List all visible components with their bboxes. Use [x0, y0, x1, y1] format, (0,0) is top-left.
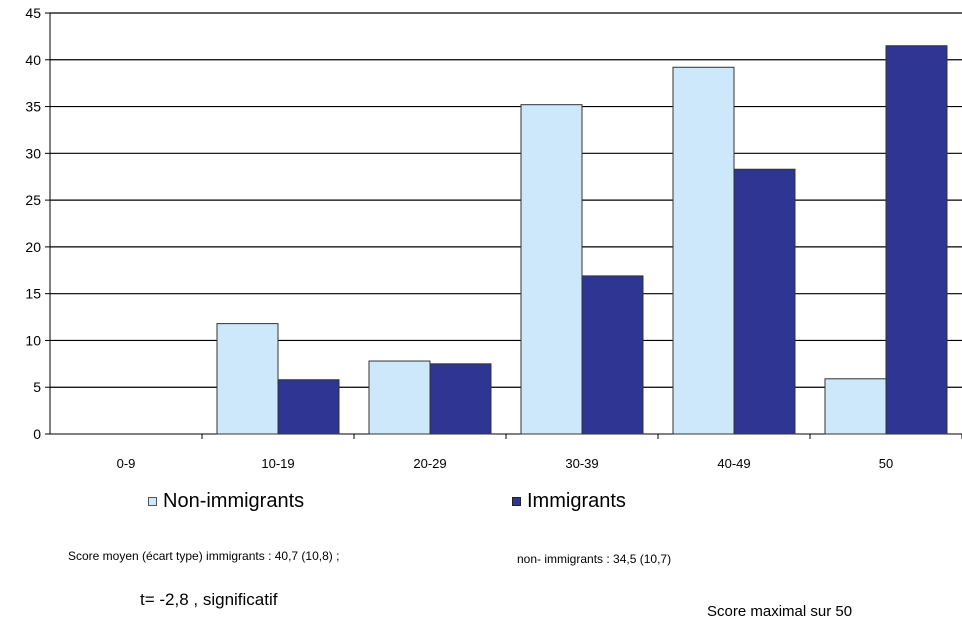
bar-immigrants-10-19 [277, 379, 340, 435]
legend-item-non-immigrants: Non-immigrants [148, 490, 304, 513]
bar-chart: 0 5 10 15 20 25 30 35 40 45 0-9 10-19 20-29 30-39 40-… [25, 5, 962, 470]
bar-non-immigrants-20-29 [368, 360, 431, 435]
bar-non-immigrants-30-39 [520, 104, 583, 435]
y-tick-label: 10 [25, 332, 41, 348]
y-tick-label: 45 [25, 5, 41, 21]
legend-swatch-non-immigrants [148, 497, 157, 506]
y-tick-label: 40 [25, 52, 41, 68]
legend-label-immigrants: Immigrants [527, 490, 626, 512]
bar-non-immigrants-50 [824, 378, 887, 435]
note-score-non-immigrants: non- immigrants : 34,5 (10,7) [517, 552, 672, 566]
y-tick-label: 15 [25, 286, 41, 302]
x-tick-label: 20-29 [413, 456, 446, 470]
gridlines [50, 12, 962, 388]
y-tick-label: 5 [33, 379, 41, 395]
x-tick-labels: 0-9 10-19 20-29 30-39 40-49 50 [117, 456, 894, 470]
bar-non-immigrants-40-49 [672, 66, 735, 435]
y-tick-label: 0 [33, 426, 41, 442]
x-tick-label: 50 [879, 456, 893, 470]
bars [216, 45, 948, 435]
bar-immigrants-30-39 [581, 275, 644, 435]
legend-item-immigrants: Immigrants [512, 490, 626, 513]
bar-immigrants-20-29 [429, 363, 492, 435]
y-tick-label: 25 [25, 192, 41, 208]
x-tick-label: 10-19 [261, 456, 294, 470]
y-tick-labels: 0 5 10 15 20 25 30 35 40 45 [25, 5, 41, 442]
axes [45, 12, 962, 439]
x-tick-label: 0-9 [117, 456, 136, 470]
bar-non-immigrants-10-19 [216, 323, 279, 435]
y-tick-label: 30 [25, 145, 41, 161]
note-t-test: t= -2,8 , significatif [140, 590, 278, 609]
note-max-score: Score maximal sur 50 [707, 603, 853, 620]
x-tick-label: 40-49 [717, 456, 750, 470]
x-tick-label: 30-39 [565, 456, 598, 470]
bar-immigrants-50 [885, 45, 948, 435]
y-tick-label: 20 [25, 239, 41, 255]
note-score-immigrants: Score moyen (écart type) immigrants : 40… [68, 549, 340, 563]
legend-swatch-immigrants [512, 497, 521, 506]
legend-label-non-immigrants: Non-immigrants [163, 490, 305, 512]
y-tick-label: 35 [25, 99, 41, 115]
bar-immigrants-40-49 [733, 168, 796, 435]
